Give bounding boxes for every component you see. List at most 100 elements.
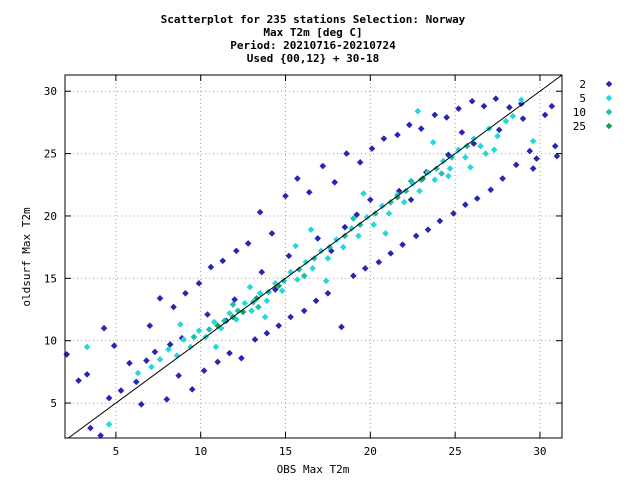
data-point: [195, 280, 203, 287]
data-point: [409, 180, 417, 187]
data-point: [324, 289, 332, 297]
data-point: [378, 202, 386, 210]
data-point: [439, 157, 447, 165]
data-point: [156, 356, 164, 363]
data-point: [278, 287, 286, 295]
data-point: [353, 211, 361, 219]
data-point: [529, 137, 537, 145]
data-point: [190, 333, 198, 341]
data-point: [433, 165, 440, 172]
data-point: [132, 378, 140, 386]
data-point: [151, 348, 159, 356]
data-point: [255, 303, 262, 311]
data-point: [445, 172, 452, 180]
data-point: [355, 232, 362, 240]
data-point: [204, 311, 211, 318]
axis-ticks: 5 10 15 20 25 30 5 10 15 20 25 30: [44, 75, 562, 458]
data-point: [494, 132, 501, 140]
data-point: [268, 230, 276, 237]
y-tick-label: 30: [44, 85, 57, 98]
y-tick-label: 25: [44, 148, 57, 161]
data-point: [431, 176, 439, 184]
data-point: [229, 301, 237, 308]
x-tick-label: 30: [533, 445, 546, 458]
data-point: [382, 230, 389, 237]
data-point: [480, 102, 488, 110]
data-point: [462, 201, 469, 209]
data-point: [436, 217, 444, 225]
data-point: [244, 240, 252, 247]
data-point: [311, 255, 318, 262]
data-point: [394, 193, 401, 201]
data-point: [148, 363, 155, 371]
data-point: [438, 170, 445, 177]
data-point: [294, 276, 301, 283]
data-point: [360, 190, 367, 197]
grid: [65, 75, 562, 438]
data-point: [175, 372, 182, 379]
legend-label: 2: [579, 78, 586, 91]
data-point: [217, 324, 225, 332]
data-point: [341, 232, 349, 240]
data-point: [350, 215, 357, 222]
data-point: [446, 165, 454, 172]
data-point: [105, 420, 113, 428]
data-point: [117, 387, 125, 394]
legend-marker: [605, 80, 613, 88]
data-point: [450, 210, 457, 217]
data-point: [541, 111, 549, 119]
y-axis-label: oldsurf Max T2m: [20, 207, 33, 307]
data-point: [341, 223, 349, 231]
title-line-3: Period: 20210716-20210724: [230, 39, 396, 52]
data-point: [368, 145, 376, 152]
data-point: [529, 165, 537, 172]
data-point: [487, 186, 495, 194]
data-point: [424, 226, 432, 233]
data-point: [234, 307, 242, 315]
data-point: [551, 142, 559, 150]
data-point: [356, 221, 364, 228]
data-point: [322, 277, 330, 285]
data-point: [343, 150, 350, 157]
data-point: [414, 107, 422, 115]
data-point: [512, 161, 520, 169]
data-point: [307, 226, 315, 233]
data-point: [339, 243, 347, 251]
data-point: [138, 401, 145, 408]
data-point: [458, 129, 466, 136]
data-point: [533, 155, 540, 162]
data-point: [166, 341, 174, 348]
data-point: [180, 336, 188, 343]
data-point: [370, 221, 378, 228]
data-point: [431, 111, 439, 119]
data-point: [210, 318, 218, 326]
data-point: [419, 175, 427, 182]
y-tick-label: 20: [44, 210, 57, 223]
data-point: [207, 263, 215, 271]
data-point: [380, 135, 388, 142]
data-point: [548, 102, 556, 110]
data-point: [170, 303, 177, 311]
data-point: [312, 297, 320, 305]
data-point: [300, 272, 308, 280]
data-point: [387, 198, 394, 206]
data-point: [372, 210, 379, 217]
data-point: [100, 324, 108, 332]
data-point: [63, 351, 70, 358]
data-point: [462, 154, 469, 161]
data-point: [146, 322, 154, 330]
data-point: [387, 250, 394, 257]
data-point: [83, 343, 91, 351]
data-point: [375, 258, 383, 266]
data-point: [407, 177, 415, 185]
title-line-1: Scatterplot for 235 stations Selection: …: [161, 13, 466, 26]
data-point: [177, 321, 184, 328]
data-point: [300, 307, 308, 315]
data-point: [205, 326, 213, 333]
data-point: [468, 97, 476, 105]
x-tick-label: 5: [113, 445, 120, 458]
data-point: [348, 225, 355, 232]
data-point: [402, 187, 410, 195]
